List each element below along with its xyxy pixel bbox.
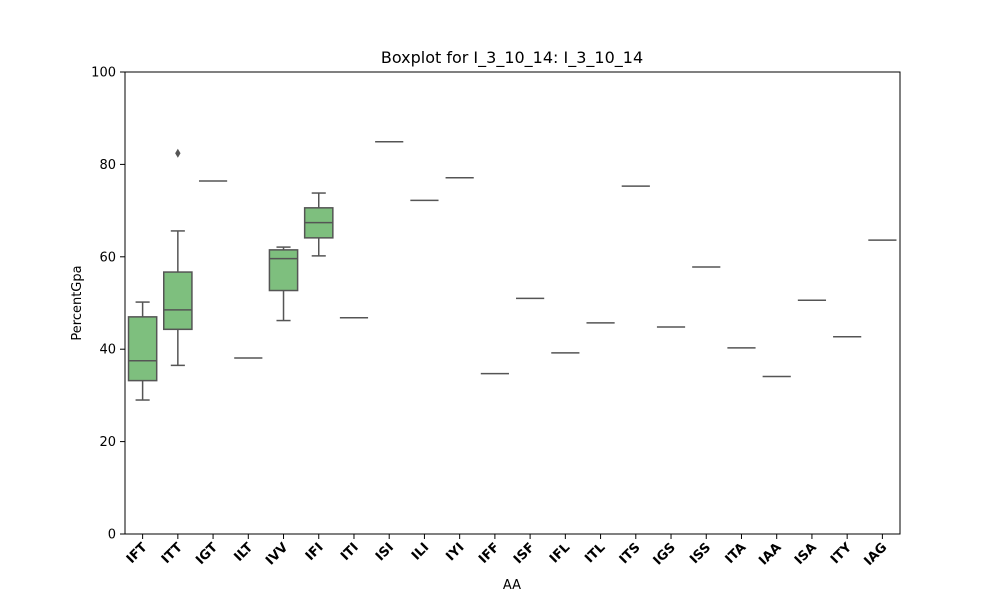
- x-tick-label: IAA: [756, 540, 784, 568]
- x-tick-label: IFT: [124, 540, 151, 567]
- x-tick-label: ISF: [511, 540, 538, 567]
- outlier-point: [175, 148, 181, 158]
- y-tick-label: 80: [99, 158, 116, 173]
- y-tick-label: 100: [91, 66, 116, 81]
- box-ivv: [268, 246, 299, 322]
- x-tick-label: IGS: [651, 540, 679, 568]
- box-iqr: [268, 249, 299, 292]
- x-tick-label: ISS: [687, 540, 714, 567]
- y-tick-label: 20: [99, 435, 116, 450]
- x-tick-label: ITL: [582, 540, 608, 566]
- x-tick-label: IVV: [263, 540, 291, 568]
- x-tick-label: IGT: [193, 540, 221, 568]
- x-axis-label: AA: [503, 578, 521, 593]
- box-iqr: [163, 271, 193, 331]
- box-ift: [127, 301, 158, 401]
- plot-frame: [124, 71, 901, 535]
- x-tick-label: IYI: [443, 540, 467, 564]
- y-axis: 0 20 40 60 80 100: [91, 66, 125, 543]
- box-ifi: [303, 192, 334, 257]
- y-tick-label: 60: [99, 250, 116, 265]
- x-tick-label: IFL: [547, 540, 573, 566]
- x-tick-label: ISA: [792, 540, 820, 568]
- x-tick-label: ITS: [617, 540, 644, 567]
- y-tick-label: 0: [108, 528, 116, 543]
- x-tick-label: IAG: [862, 540, 891, 569]
- chart-title: Boxplot for I_3_10_14: I_3_10_14: [381, 48, 643, 68]
- x-tick-label: ITT: [159, 540, 186, 567]
- x-tick-label: ITY: [828, 540, 855, 567]
- plot-area: [127, 141, 897, 401]
- x-tick-label: ILT: [231, 540, 256, 565]
- y-axis-label: PercentGpa: [70, 265, 85, 340]
- x-tick-label: ITA: [723, 540, 750, 567]
- x-tick-label: ILI: [409, 540, 432, 563]
- box-itt: [163, 148, 193, 367]
- x-axis: IFT ITT IGT ILT IVV IFI ITI ISI ILI IYI IFF ISF IFL I…: [124, 534, 890, 569]
- x-tick-label: IFI: [303, 540, 327, 564]
- x-tick-label: ISI: [373, 540, 397, 564]
- x-tick-label: IFF: [476, 540, 503, 567]
- x-tick-label: ITI: [338, 540, 362, 564]
- box-iqr: [127, 316, 158, 382]
- y-tick-label: 40: [99, 343, 116, 358]
